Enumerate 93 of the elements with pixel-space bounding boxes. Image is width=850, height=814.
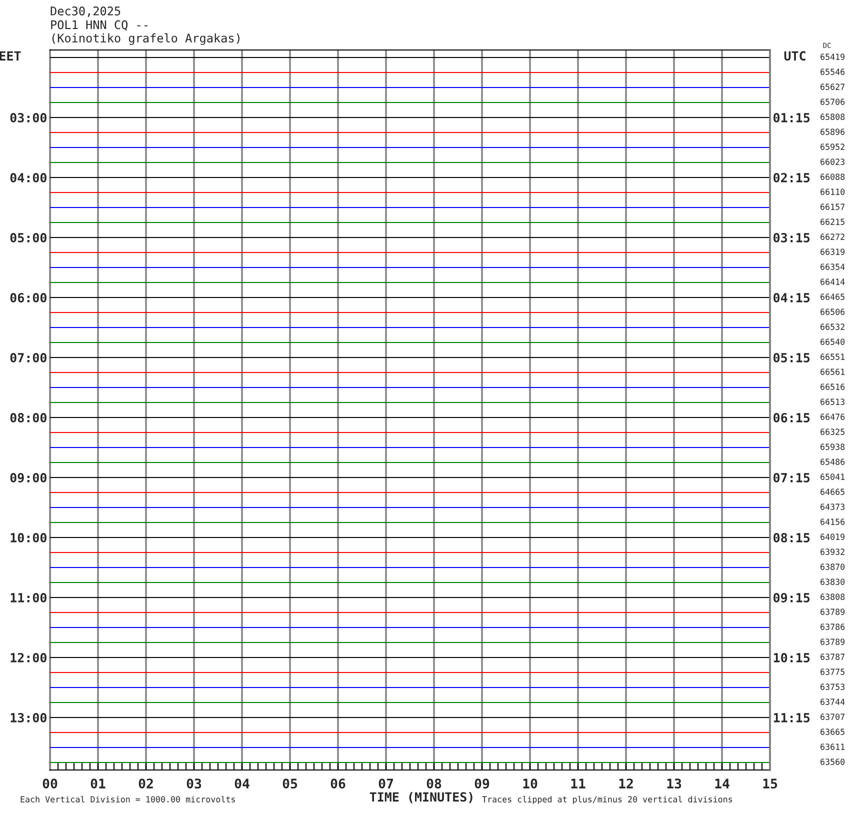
y2-axis-title: UTC xyxy=(784,51,806,61)
text: 65952 xyxy=(820,144,844,150)
text: 63744 xyxy=(820,698,845,705)
text: 63787 xyxy=(820,654,844,660)
y-tick-label: 12:00 xyxy=(10,652,46,662)
y2-tick-label: 08:15 xyxy=(774,532,810,542)
text: 63830 xyxy=(820,578,845,585)
x-tick-label: 01 xyxy=(90,778,106,789)
y2-tick-label: 07:15 xyxy=(774,472,810,482)
text: 66414 xyxy=(820,278,845,285)
text: 65706 xyxy=(820,98,845,105)
y-tick-label: 06:00 xyxy=(10,292,46,302)
y2-tick-label: 02:15 xyxy=(774,172,810,182)
y-tick-label: 13:00 xyxy=(10,712,46,722)
x-tick-label: 15 xyxy=(763,778,778,789)
text: 66215 xyxy=(820,218,844,225)
chart-subtitle: POL1 HNN CQ -- (Koinotiko grafelo Argakas) xyxy=(51,20,240,45)
text: 66325 xyxy=(820,428,844,435)
y2-tick-label: 11:15 xyxy=(774,713,810,722)
y2-tick-label: 04:15 xyxy=(774,292,810,302)
text: 66561 xyxy=(820,368,845,375)
y2-tick-label: 01:15 xyxy=(774,112,810,122)
text: 65938 xyxy=(820,444,845,450)
chart-title: Dec30,2025 xyxy=(50,6,120,17)
text: 63932 xyxy=(820,548,844,555)
text: 65486 xyxy=(820,458,845,465)
x-tick-label: 14 xyxy=(715,778,730,788)
text: 65546 xyxy=(820,68,845,75)
x-tick-label: 12 xyxy=(619,778,633,788)
text: 66476 xyxy=(820,414,845,420)
x-tick-label: 03 xyxy=(186,778,202,789)
text: 63707 xyxy=(820,714,844,720)
x-tick-label: 13 xyxy=(667,778,682,789)
text: 66319 xyxy=(820,248,845,255)
y2-tick-label: 03:15 xyxy=(774,232,810,242)
x-tick-label: 02 xyxy=(138,778,153,789)
text: 63786 xyxy=(820,624,845,630)
x-tick-label: 08 xyxy=(426,778,442,789)
text: 63808 xyxy=(820,594,845,600)
text: 66272 xyxy=(820,234,844,240)
text: 63665 xyxy=(820,728,844,735)
y-axis-title: EET xyxy=(0,51,21,60)
text: 65896 xyxy=(820,128,845,135)
x-tick-label: 00 xyxy=(42,778,58,789)
text: 66506 xyxy=(820,308,845,315)
text: 64665 xyxy=(820,488,844,495)
y2-tick-label: 06:15 xyxy=(774,412,810,422)
text: 66513 xyxy=(820,398,844,405)
text: 63870 xyxy=(820,564,845,570)
y2-tick-label: 09:15 xyxy=(774,592,810,602)
y-tick-label: 09:00 xyxy=(10,472,46,482)
x-axis-title: TIME (MINUTES) xyxy=(370,792,472,804)
text: Traces clipped at plus/minus 20 vertical divisions xyxy=(482,796,732,804)
text: 64156 xyxy=(820,518,845,525)
y-tick-label: 08:00 xyxy=(10,412,46,422)
text: 65627 xyxy=(820,84,844,90)
text: 63789 xyxy=(820,608,845,615)
x-tick-label: 06 xyxy=(330,778,346,789)
y-tick-label: 03:00 xyxy=(10,112,46,122)
y-tick-label: 05:00 xyxy=(10,232,46,242)
x-tick-label: 05 xyxy=(282,778,298,789)
x-tick-label: 04 xyxy=(234,778,250,789)
y-tick-label: 04:00 xyxy=(10,172,46,182)
y-tick-label: 10:00 xyxy=(10,532,46,542)
text: 66110 xyxy=(820,188,845,195)
y-tick-label: 11:00 xyxy=(10,592,46,602)
text: 66532 xyxy=(820,324,844,330)
text: Each Vertical Division = 1000.00 microvolts xyxy=(20,796,235,802)
text: 65808 xyxy=(820,114,845,120)
x-tick-label: 07 xyxy=(378,778,393,789)
y2-tick-label: 05:15 xyxy=(774,352,810,362)
text: 65419 xyxy=(820,54,845,60)
text: 63560 xyxy=(820,758,845,765)
text: 66551 xyxy=(820,354,845,360)
text: 66354 xyxy=(820,264,845,270)
y2-tick-label: 10:15 xyxy=(774,652,810,662)
text: 63611 xyxy=(820,744,845,750)
x-tick-label: 11 xyxy=(571,778,586,788)
text: 65041 xyxy=(820,474,845,480)
text: 64373 xyxy=(820,504,844,510)
text: 66516 xyxy=(820,384,845,390)
text: 66465 xyxy=(820,294,844,300)
text: 66540 xyxy=(820,338,845,345)
x-tick-label: 10 xyxy=(523,778,538,789)
y-tick-label: 07:00 xyxy=(10,352,46,362)
text: 64019 xyxy=(820,534,845,540)
text: 66088 xyxy=(820,174,845,180)
text: 63789 xyxy=(820,638,845,645)
text: 66157 xyxy=(820,204,844,210)
x-tick-label: 09 xyxy=(474,778,490,789)
text: 66023 xyxy=(820,158,844,165)
text: 63753 xyxy=(820,684,844,690)
text: 63775 xyxy=(820,668,844,675)
